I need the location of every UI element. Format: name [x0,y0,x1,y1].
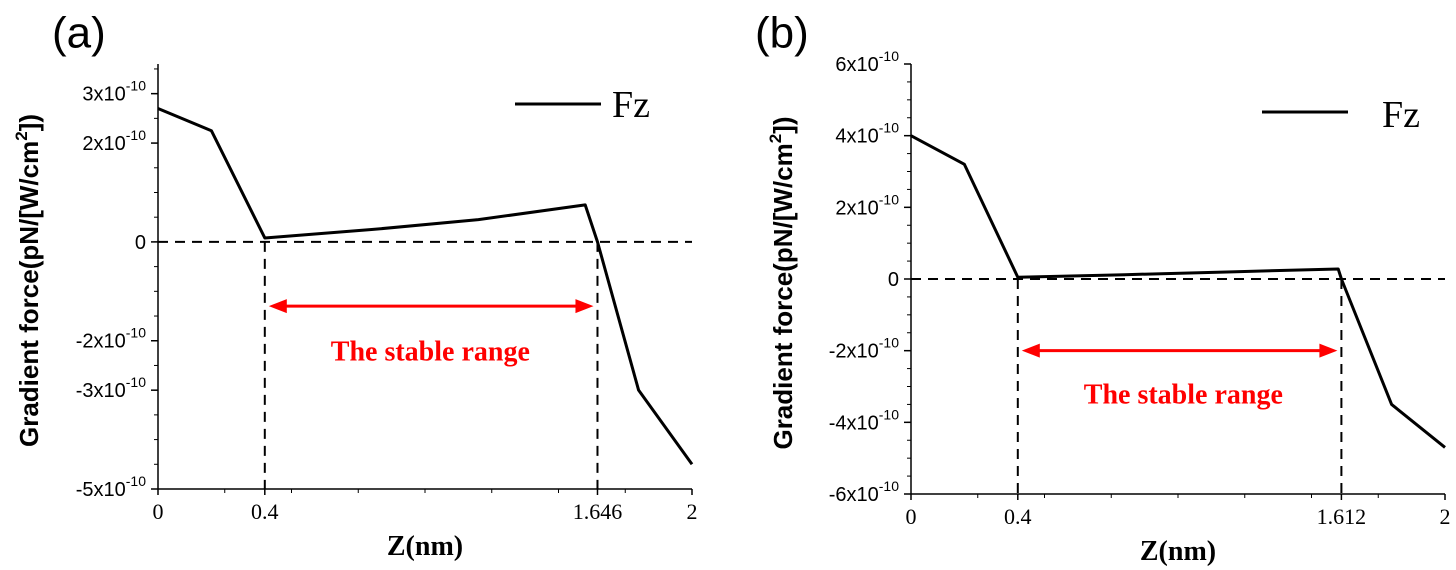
x-tick-label: 1.646 [573,499,623,524]
y-tick-label: 3x10-10 [82,78,146,106]
y-tick-label-exponent: -10 [879,191,899,207]
x-axis-title: Z(nm) [1140,536,1216,567]
y-axis-title-end: ]) [768,116,798,133]
y-tick-label-exponent: -10 [879,120,899,136]
y-tick-label-base: -2x10 [829,341,879,363]
y-axis-title-end: ]) [14,114,44,131]
y-tick-label-base: -2x10 [76,331,126,353]
series-line-fz [910,134,1446,449]
y-tick-label-exponent: -10 [126,473,146,489]
x-tick-label: 0 [153,499,164,524]
y-tick-label: 6x10-10 [835,48,899,76]
chart-panel-b: (b)6x10-104x10-102x10-100-2x10-10-4x10-1… [755,9,1451,567]
x-axis-title: Z(nm) [387,531,463,562]
y-tick-label-exponent: -10 [879,478,899,494]
y-tick-label: -6x10-10 [829,478,899,506]
y-tick-label-base: 4x10 [835,126,878,148]
y-tick-label-exponent: -10 [126,78,146,94]
y-tick-label: 4x10-10 [835,120,899,148]
y-tick-label-exponent: -10 [879,48,899,64]
y-axis-title: Gradient force(pN/[W/cm2]) [12,114,44,447]
panel-label: (a) [52,9,106,58]
stable-range-annotation: The stable range [1084,380,1283,411]
y-tick-label-base: 2x10 [82,133,125,155]
stable-range-arrowhead-left [268,299,287,314]
y-tick-label-base: 3x10 [82,84,125,106]
stable-range-arrowhead-right [575,299,594,314]
y-tick-label: 0 [888,269,899,291]
y-tick-label: 0 [135,232,146,254]
stable-range-arrowhead-left [1021,343,1040,358]
y-tick-label-base: 0 [888,269,899,291]
y-tick-label-base: -5x10 [76,479,126,501]
x-tick-label: 0.4 [251,499,279,524]
y-tick-label: 2x10-10 [82,127,146,155]
y-axis-title-main: Gradient force(pN/[W/cm [768,143,798,449]
y-axis-title-superscript: 2 [766,134,785,143]
y-axis-title: Gradient force(pN/[W/cm2]) [766,116,798,449]
series-line-fz [157,107,694,466]
chart-panel-a: (a)3x10-102x10-100-2x10-10-3x10-10-5x10-… [12,9,698,562]
y-tick-label: -5x10-10 [76,473,146,501]
y-tick-label: -3x10-10 [76,374,146,402]
y-tick-label-base: 0 [135,232,146,254]
y-tick-label-exponent: -10 [879,335,899,351]
y-tick-label: -2x10-10 [829,335,899,363]
y-tick-label-base: 6x10 [835,54,878,76]
x-tick-label: 0 [906,504,917,529]
x-tick-label: 0.4 [1004,504,1032,529]
y-axis-title-superscript: 2 [12,131,31,140]
stable-range-annotation: The stable range [331,337,530,368]
x-tick-label: 2 [687,499,698,524]
legend-label-fz: Fz [612,84,650,126]
legend-label-fz: Fz [1382,94,1420,136]
y-tick-label-base: -3x10 [76,380,126,402]
y-axis-title-main: Gradient force(pN/[W/cm [14,141,44,447]
y-tick-label: -4x10-10 [829,406,899,434]
x-tick-label: 2 [1440,504,1451,529]
x-tick-label: 1.612 [1317,504,1367,529]
y-tick-label-exponent: -10 [126,374,146,390]
panel-label: (b) [755,9,809,58]
y-tick-label: -2x10-10 [76,325,146,353]
y-tick-label-base: -6x10 [829,484,879,506]
y-tick-label-exponent: -10 [879,406,899,422]
y-tick-label-base: -4x10 [829,412,879,434]
y-tick-label: 2x10-10 [835,191,899,219]
y-tick-label-exponent: -10 [126,127,146,143]
y-tick-label-base: 2x10 [835,197,878,219]
y-tick-label-exponent: -10 [126,325,146,341]
stable-range-arrowhead-right [1319,343,1338,358]
